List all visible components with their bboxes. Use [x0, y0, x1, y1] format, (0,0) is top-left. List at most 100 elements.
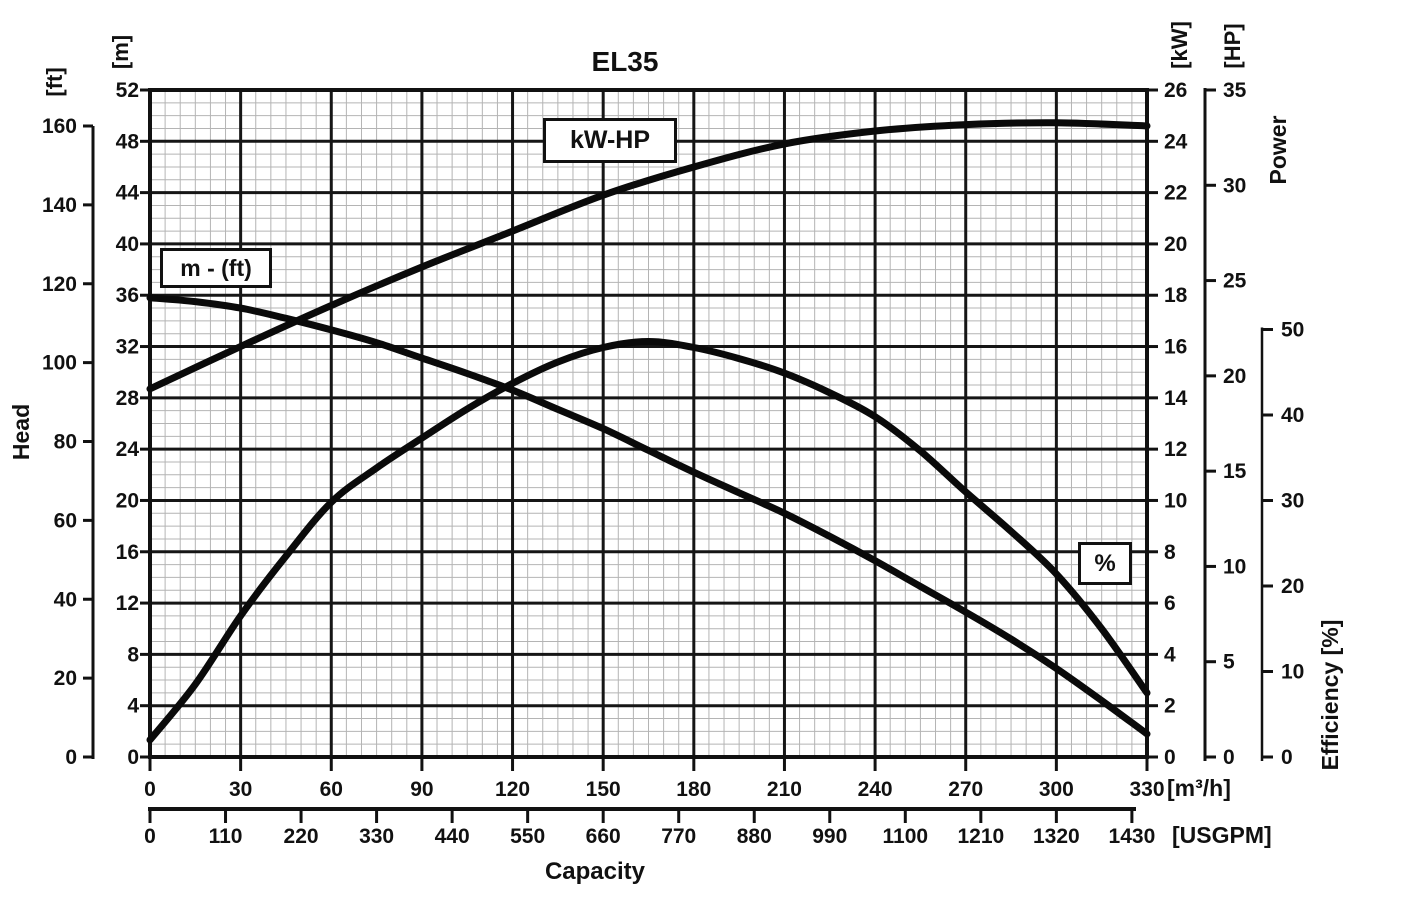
svg-text:120: 120: [495, 778, 530, 801]
svg-text:90: 90: [410, 778, 433, 801]
svg-text:0: 0: [65, 746, 77, 769]
svg-text:0: 0: [144, 778, 156, 801]
svg-text:140: 140: [42, 194, 77, 217]
svg-text:330: 330: [359, 825, 394, 848]
svg-text:990: 990: [812, 825, 847, 848]
svg-text:44: 44: [116, 182, 140, 205]
svg-text:1100: 1100: [883, 825, 929, 848]
svg-text:20: 20: [1164, 233, 1187, 256]
svg-text:550: 550: [510, 825, 545, 848]
svg-text:26: 26: [1164, 79, 1187, 102]
svg-text:20: 20: [54, 667, 77, 690]
svg-text:0: 0: [1164, 746, 1176, 769]
svg-text:28: 28: [116, 387, 140, 410]
svg-text:40: 40: [116, 233, 139, 256]
svg-text:12: 12: [1164, 438, 1187, 461]
m3h-axis: 0 30 60 90 120 150 180 210 240 270 300 330 [m³/h]: [144, 757, 1231, 801]
svg-text:60: 60: [320, 778, 343, 801]
svg-text:48: 48: [116, 130, 140, 153]
svg-text:1320: 1320: [1033, 825, 1080, 848]
svg-text:25: 25: [1223, 270, 1247, 293]
svg-text:10: 10: [1223, 555, 1246, 578]
svg-text:20: 20: [116, 489, 139, 512]
svg-text:32: 32: [116, 336, 139, 359]
m-axis-unit-label: [m]: [108, 34, 133, 70]
svg-text:[USGPM]: [USGPM]: [1172, 822, 1272, 848]
svg-text:0: 0: [127, 746, 139, 769]
svg-text:30: 30: [1223, 174, 1246, 197]
svg-text:30: 30: [1281, 490, 1304, 513]
svg-text:16: 16: [1164, 336, 1187, 359]
svg-text:60: 60: [54, 509, 77, 532]
usgpm-axis: 0 110 220 330 440 550 660 770 880 990 1100 1210 1320…: [144, 807, 1272, 848]
svg-text:40: 40: [54, 588, 77, 611]
svg-text:0: 0: [1223, 746, 1235, 769]
ft-axis: 0 20 40 60 80 100 120 140 160: [42, 115, 95, 769]
efficiency-axis: 0 10 20 30 40 50: [1260, 319, 1304, 769]
power-axis-title: Power: [1265, 115, 1291, 185]
power-curve-label: kW-HP: [543, 118, 677, 163]
head-curve: [146, 294, 1151, 738]
svg-text:0: 0: [1281, 746, 1293, 769]
svg-text:270: 270: [948, 778, 983, 801]
svg-text:5: 5: [1223, 651, 1235, 674]
svg-text:30: 30: [229, 778, 252, 801]
svg-text:8: 8: [127, 643, 139, 666]
svg-text:40: 40: [1281, 404, 1304, 427]
svg-text:10: 10: [1164, 489, 1187, 512]
svg-text:24: 24: [116, 438, 140, 461]
svg-text:1210: 1210: [957, 825, 1004, 848]
svg-text:50: 50: [1281, 319, 1304, 342]
svg-text:10: 10: [1281, 661, 1304, 684]
svg-text:440: 440: [435, 825, 470, 848]
svg-text:180: 180: [676, 778, 711, 801]
hp-axis: 0 5 10 15 20 25 30 35: [1203, 79, 1247, 769]
svg-text:660: 660: [586, 825, 621, 848]
svg-text:4: 4: [1164, 643, 1176, 666]
svg-text:160: 160: [42, 115, 77, 138]
svg-text:4: 4: [127, 695, 139, 718]
efficiency-curve: [146, 338, 1151, 744]
svg-text:20: 20: [1223, 365, 1246, 388]
svg-text:14: 14: [1164, 387, 1188, 410]
svg-text:15: 15: [1223, 460, 1247, 483]
plot-border: [148, 88, 1149, 759]
efficiency-axis-title: Efficiency [%]: [1317, 619, 1343, 771]
svg-text:18: 18: [1164, 284, 1188, 307]
svg-text:8: 8: [1164, 541, 1176, 564]
svg-text:12: 12: [116, 592, 139, 615]
svg-text:150: 150: [586, 778, 621, 801]
kw-axis-unit-label: [kW]: [1167, 21, 1192, 69]
svg-text:300: 300: [1039, 778, 1074, 801]
svg-text:16: 16: [116, 541, 139, 564]
svg-text:80: 80: [54, 431, 77, 454]
svg-text:100: 100: [42, 352, 77, 375]
svg-text:52: 52: [116, 79, 139, 102]
efficiency-curve-label: %: [1078, 542, 1132, 585]
hp-axis-unit-label: [HP]: [1220, 23, 1245, 69]
svg-text:22: 22: [1164, 182, 1187, 205]
power-curve: [146, 119, 1151, 393]
ft-axis-unit-label: [ft]: [42, 67, 67, 97]
grid-minor: [150, 90, 1147, 757]
head-axis-title: Head: [8, 403, 34, 461]
svg-text:20: 20: [1281, 575, 1304, 598]
svg-text:2: 2: [1164, 695, 1176, 718]
head-curve-label: m - (ft): [160, 248, 272, 288]
svg-text:35: 35: [1223, 79, 1247, 102]
svg-text:770: 770: [661, 825, 696, 848]
curves: [146, 119, 1151, 744]
svg-text:240: 240: [858, 778, 893, 801]
chart-title: EL35: [591, 46, 659, 77]
svg-text:36: 36: [116, 284, 139, 307]
svg-text:120: 120: [42, 273, 77, 296]
svg-text:0: 0: [144, 825, 156, 848]
svg-text:330: 330: [1129, 778, 1164, 801]
svg-text:110: 110: [209, 825, 243, 848]
svg-text:220: 220: [284, 825, 319, 848]
svg-text:[m³/h]: [m³/h]: [1167, 775, 1231, 801]
